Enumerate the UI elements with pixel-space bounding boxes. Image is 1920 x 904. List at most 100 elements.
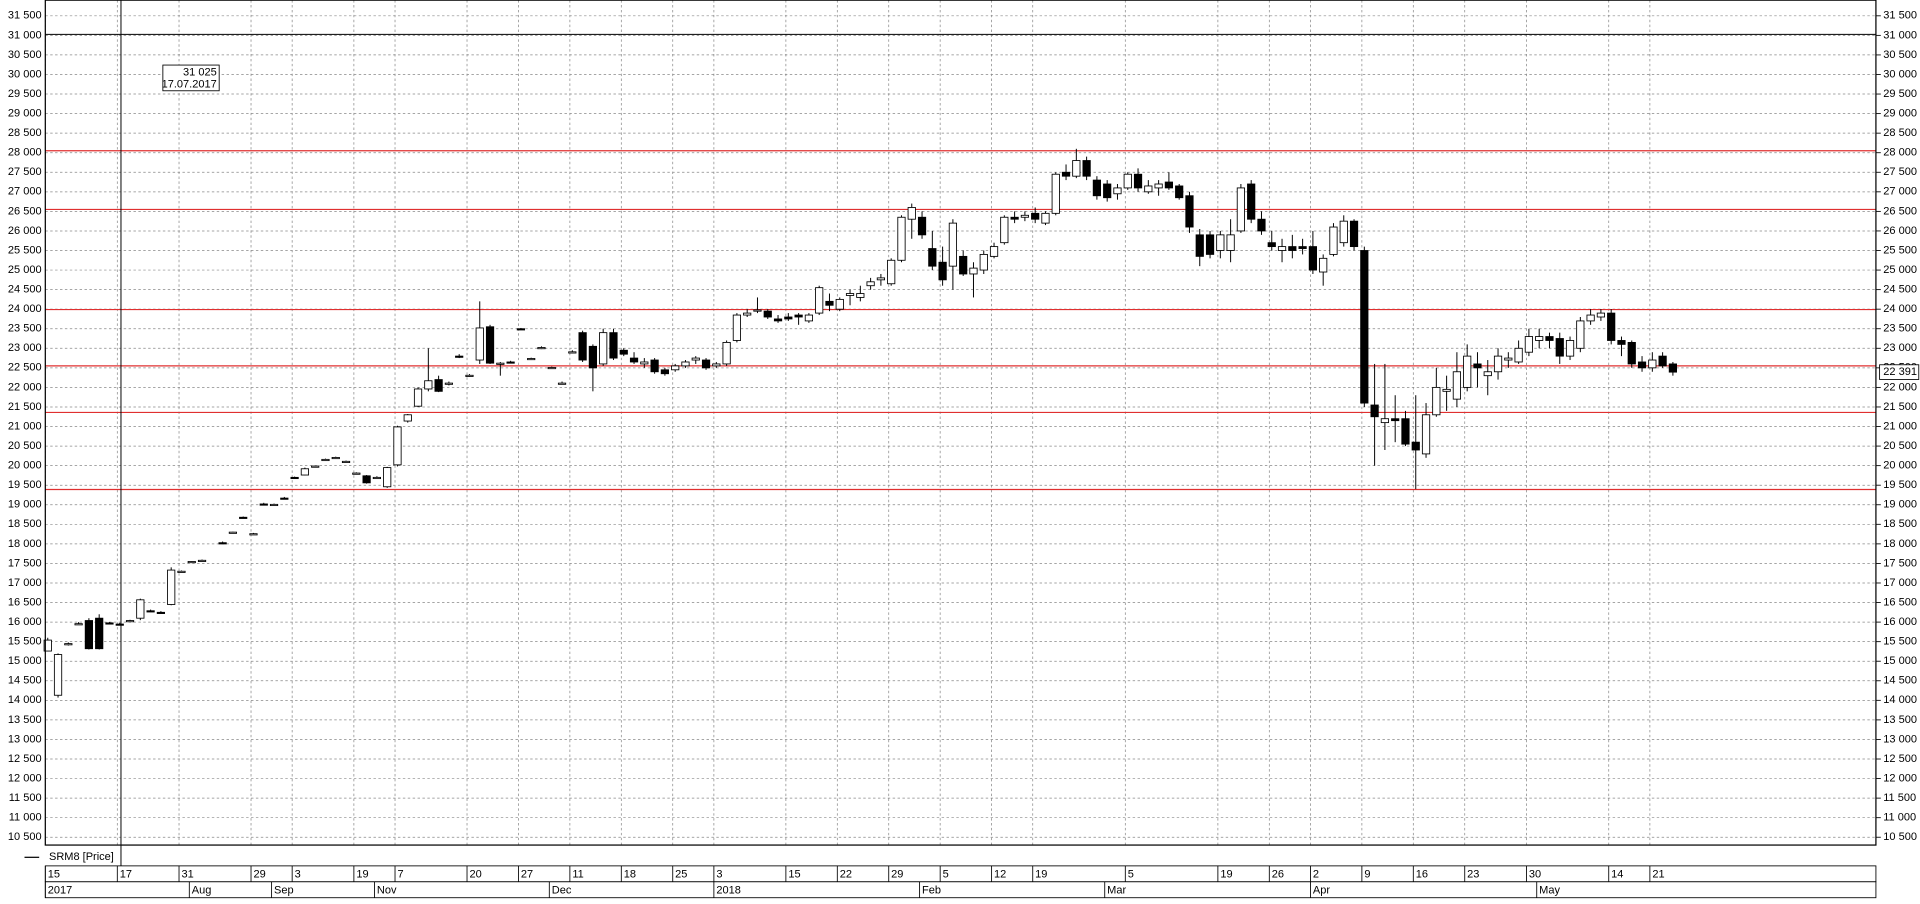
y-tick-label-right: 23 000	[1883, 342, 1917, 354]
y-tick-label-right: 17 500	[1883, 557, 1917, 569]
candle-body	[177, 570, 186, 573]
candle-body	[259, 503, 268, 506]
candle-body	[167, 569, 176, 605]
candle-body	[1051, 173, 1060, 214]
candle-body	[743, 312, 752, 316]
x-tick-label: 12	[994, 868, 1006, 880]
x-tick-label: 15	[788, 868, 800, 880]
candle-body	[959, 255, 968, 275]
candle-body	[1164, 181, 1173, 189]
candle-body	[1442, 388, 1451, 392]
x-tick-label: 31	[181, 868, 193, 880]
y-tick-label: 29 000	[8, 108, 42, 120]
candle-body	[455, 355, 464, 358]
candle-body	[115, 623, 124, 626]
y-tick-label-right: 17 000	[1883, 577, 1917, 589]
y-tick-label-right: 29 000	[1883, 108, 1917, 120]
candle-body	[712, 363, 721, 367]
candle-body	[1463, 355, 1472, 388]
x-tick-label: 11	[572, 868, 583, 880]
last-price-box	[1879, 364, 1920, 380]
candle-body	[1082, 160, 1091, 177]
y-tick-label-right: 19 000	[1883, 499, 1917, 511]
candle-body	[125, 620, 135, 623]
y-tick-label: 30 500	[8, 49, 42, 61]
candle-body	[1380, 418, 1389, 424]
month-label: Mar	[1107, 884, 1126, 896]
candle-body	[1555, 338, 1564, 357]
candle-body	[1514, 347, 1523, 363]
candle-body	[290, 476, 299, 480]
levels	[45, 150, 1876, 491]
candle-body	[95, 617, 104, 650]
y-tick-label-right: 12 000	[1883, 772, 1917, 784]
y-tick-label-right: 11 500	[1883, 792, 1916, 804]
y-tick-label-right: 27 500	[1883, 166, 1917, 178]
y-tick-label: 16 500	[8, 596, 42, 608]
x-tick-label: 2	[1313, 868, 1319, 880]
candle-body	[413, 388, 423, 407]
x-tick-label: 5	[1128, 868, 1134, 880]
candle-body	[1236, 187, 1246, 232]
y-tick-label: 12 500	[8, 753, 42, 765]
y-tick-label-right: 24 000	[1883, 303, 1917, 315]
candle-body	[1627, 341, 1636, 365]
candle-body	[1637, 361, 1647, 369]
x-tick-label: 20	[469, 868, 481, 880]
candle-body	[1123, 173, 1132, 189]
y-tick-label: 31 500	[8, 10, 42, 22]
candle-body	[1226, 234, 1235, 251]
y-tick-label-right: 12 500	[1883, 753, 1917, 765]
candle-body	[1247, 183, 1256, 220]
candle-body	[671, 365, 680, 371]
candle-body	[156, 611, 165, 614]
y-tick-label: 26 000	[8, 225, 42, 237]
x-tick-label: 29	[253, 868, 265, 880]
month-label: Aug	[192, 884, 212, 896]
candle-body	[1535, 336, 1544, 341]
y-tick-label-right: 24 500	[1883, 284, 1917, 296]
candle-body	[1432, 386, 1441, 416]
candle-body	[1401, 418, 1410, 445]
y-tick-label: 14 500	[8, 675, 42, 687]
x-tick-label: 25	[675, 868, 687, 880]
candle-body	[434, 379, 443, 392]
y-tick-label-right: 13 000	[1883, 733, 1917, 745]
candle-body	[393, 426, 402, 466]
candle-body	[938, 261, 947, 281]
y-tick-label-right: 31 000	[1883, 29, 1917, 41]
candle-body	[794, 314, 803, 318]
candle-body	[1113, 187, 1122, 195]
candle-body	[1205, 234, 1215, 255]
candle-body	[1545, 336, 1554, 341]
y-tick-label: 13 000	[8, 733, 42, 745]
candle-body	[887, 259, 896, 285]
y-tick-label: 19 500	[8, 479, 42, 491]
candle-body	[197, 559, 207, 562]
candle-body	[43, 639, 52, 652]
y-tick-label-right: 22 000	[1883, 381, 1917, 393]
candle-body	[917, 216, 927, 236]
candle-body	[722, 341, 731, 365]
y-tick-label-right: 26 000	[1883, 225, 1917, 237]
candle-body	[1041, 212, 1050, 224]
candle-body	[856, 293, 865, 298]
y-tick-label: 21 500	[8, 401, 42, 413]
candle-body	[650, 359, 659, 373]
candle-body	[1216, 234, 1225, 251]
candle-body	[835, 298, 844, 310]
candle-body	[1370, 404, 1379, 418]
candle-body	[897, 216, 906, 261]
candle-body	[1020, 214, 1029, 218]
y-tick-label: 12 000	[8, 772, 42, 784]
x-tick-label: 3	[295, 868, 301, 880]
y-tick-label-right: 18 500	[1883, 518, 1917, 530]
month-label: May	[1539, 884, 1560, 896]
candle-body	[1586, 314, 1595, 322]
candle-body	[557, 382, 567, 385]
x-tick-label: 23	[1467, 868, 1479, 880]
x-tick-label: 15	[48, 868, 60, 880]
candle-body	[1308, 246, 1317, 271]
y-tick-label-right: 14 000	[1883, 694, 1917, 706]
